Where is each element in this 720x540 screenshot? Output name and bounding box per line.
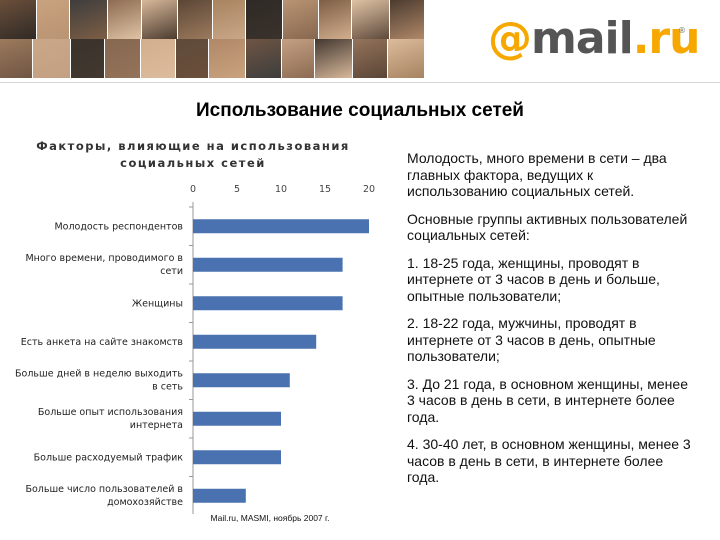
group-item-number: 2. <box>407 315 423 331</box>
group-item-text: 18-22 года, мужчины, проводят в интернет… <box>407 315 656 364</box>
logo-at: @ <box>488 13 532 64</box>
text-panel: Молодость, много времени в сети – два гл… <box>407 150 697 497</box>
category-label: интернета <box>130 420 183 431</box>
photo-tile <box>282 39 314 78</box>
source-note: Mail.ru, MASMI, ноябрь 2007 г. <box>211 513 330 523</box>
x-tick-label: 20 <box>363 184 375 195</box>
logo-main: mail <box>531 13 634 64</box>
group-item-text: 18-25 года, женщины, проводят в интернет… <box>407 254 660 304</box>
photo-tile <box>0 0 36 39</box>
photo-tile <box>37 0 69 39</box>
x-tick-label: 10 <box>275 184 287 195</box>
category-label: Есть анкета на сайте знакомств <box>21 337 184 348</box>
group-item: 1. 18-25 года, женщины, проводят в интер… <box>407 255 697 305</box>
bar <box>193 296 343 311</box>
category-label: Больше опыт использования <box>38 407 183 418</box>
bar <box>193 450 281 465</box>
photo-tile <box>388 39 424 78</box>
header: @mail.ru ® <box>0 0 720 82</box>
chart-title-line: Факторы, влияющие на использования <box>36 139 350 153</box>
groups-heading: Основные группы активных пользователей с… <box>407 210 688 244</box>
chart-title-line: социальных сетей <box>120 156 266 170</box>
photo-tile <box>246 0 282 39</box>
category-label: в сеть <box>152 381 183 392</box>
photo-tile <box>353 39 387 78</box>
category-label: Женщины <box>132 298 183 309</box>
photo-tile <box>105 39 140 78</box>
photo-tile <box>0 39 32 78</box>
logo-domain: .ru <box>632 13 701 64</box>
x-tick-label: 5 <box>234 184 240 195</box>
category-label: Больше число пользователей в <box>25 484 183 495</box>
group-item: 4. 30-40 лет, в основном женщины, менее … <box>407 436 697 486</box>
category-label: домохозяйстве <box>107 497 183 508</box>
group-item-number: 1. <box>407 254 423 271</box>
group-list: 1. 18-25 года, женщины, проводят в интер… <box>407 255 697 486</box>
group-item: 3. До 21 года, в основном женщины, менее… <box>407 376 697 426</box>
photo-tile <box>319 0 351 39</box>
photo-tile <box>33 39 70 78</box>
photo-tile <box>178 0 212 39</box>
group-item-text: 30-40 лет, в основном женщины, менее 3 ч… <box>407 436 691 485</box>
registered-mark: ® <box>678 26 686 35</box>
intro-paragraph: Молодость, много времени в сети – два гл… <box>407 150 667 199</box>
group-item-number: 3. <box>407 375 423 392</box>
header-divider <box>0 82 720 83</box>
photo-tile <box>209 39 245 78</box>
bar <box>193 219 369 234</box>
category-label: Больше дней в неделю выходить <box>15 368 183 379</box>
photo-tile <box>390 0 424 39</box>
photo-tile <box>213 0 245 39</box>
category-label: Больше расходуемый трафик <box>34 452 184 463</box>
x-tick-label: 15 <box>319 184 331 195</box>
slide-title: Использование социальных сетей <box>196 100 524 121</box>
photo-tile <box>246 39 281 78</box>
photo-tile <box>70 0 107 39</box>
bar <box>193 257 343 272</box>
photo-tile <box>141 39 175 78</box>
photo-tile <box>71 39 104 78</box>
photo-tile <box>283 0 318 39</box>
bar <box>193 488 246 503</box>
mailru-logo[interactable]: @mail.ru <box>488 13 701 64</box>
x-tick-label: 0 <box>190 184 196 195</box>
category-label: Молодость респондентов <box>54 221 183 232</box>
photo-tile <box>176 39 208 78</box>
bar <box>193 334 317 349</box>
photo-collage <box>0 0 455 78</box>
category-label: сети <box>160 266 183 277</box>
group-item-number: 4. <box>407 436 423 452</box>
photo-tile <box>352 0 389 39</box>
photo-tile <box>108 0 141 39</box>
group-item-text: До 21 года, в основном женщины, менее 3 … <box>407 375 688 425</box>
photo-tile <box>142 0 177 39</box>
group-item: 2. 18-22 года, мужчины, проводят в интер… <box>407 315 697 365</box>
bar-chart: Факторы, влияющие на использования социал… <box>15 139 375 523</box>
photo-tile <box>315 39 352 78</box>
bar <box>193 373 290 388</box>
category-label: Много времени, проводимого в <box>25 253 183 264</box>
bar <box>193 411 281 426</box>
